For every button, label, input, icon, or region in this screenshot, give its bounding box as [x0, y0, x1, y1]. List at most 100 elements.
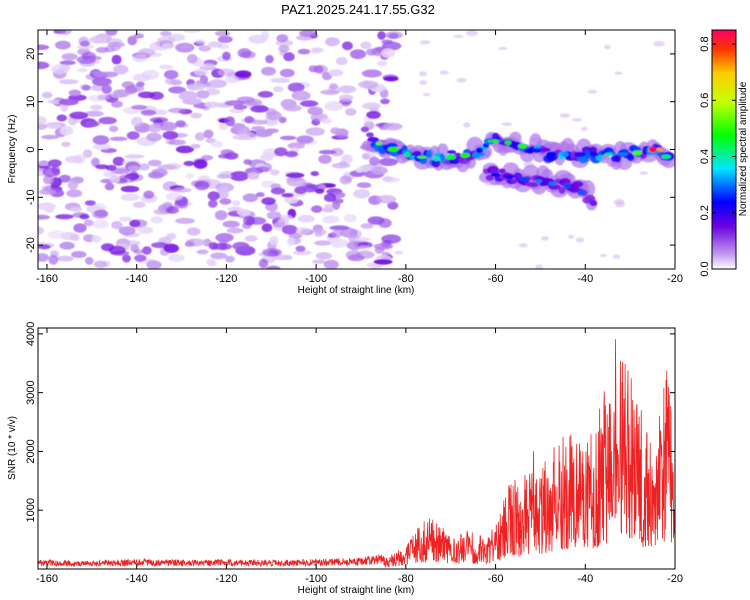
spectrogram-cell — [48, 254, 59, 265]
spectrogram-cell — [41, 134, 59, 140]
spectrogram-cell — [217, 35, 233, 44]
spectrogram-cell — [541, 236, 549, 241]
spectrogram-cell — [308, 65, 318, 73]
spectrogram-cell — [92, 210, 109, 219]
spectrogram-cell — [242, 193, 259, 202]
spectrogram-cell — [257, 91, 274, 98]
spectrogram-cell — [84, 200, 96, 206]
x-tick-label: -40 — [577, 573, 593, 585]
spectrogram-cell — [295, 245, 306, 252]
spectrogram-cell — [229, 171, 249, 182]
spectrogram-x-label: Height of straight line (km) — [298, 285, 415, 296]
spectrogram-cell — [89, 36, 107, 44]
spectrogram-cell — [41, 91, 53, 99]
spectrogram-cell — [546, 151, 557, 158]
spectrogram-cell — [285, 172, 305, 179]
spectrogram-cell — [55, 40, 71, 50]
spectrogram-cell — [133, 249, 144, 255]
spectrogram-cell — [314, 240, 332, 246]
spectrogram-cell — [237, 48, 252, 58]
spectrogram-cell — [286, 177, 307, 187]
spectrogram-cell — [204, 101, 220, 108]
spectrogram-cell — [381, 48, 395, 58]
spectrogram-cell — [456, 77, 467, 83]
spectrogram-cell — [314, 188, 325, 194]
spectrogram-cell — [73, 223, 87, 233]
spectrogram-cell — [612, 254, 621, 259]
spectrogram-cell — [206, 258, 216, 266]
spectrogram-cell — [262, 248, 282, 257]
spectrogram-cell — [380, 98, 390, 105]
spectrogram-cell — [67, 179, 79, 190]
spectrogram-cell — [58, 30, 72, 35]
x-tick-label: -40 — [577, 273, 593, 285]
spectrogram-cell — [165, 192, 183, 201]
spectrogram-cell — [294, 186, 307, 195]
spectrogram-cell — [70, 206, 83, 212]
spectrogram-cell — [505, 175, 515, 179]
spectrogram-cell — [142, 246, 152, 255]
spectrogram-cell — [307, 106, 324, 116]
spectrogram-cell — [504, 140, 512, 146]
spectrogram-cell — [599, 254, 608, 257]
spectrogram-cell — [297, 214, 315, 223]
spectrogram-cell — [42, 167, 61, 178]
spectrogram-cell — [266, 211, 282, 220]
y-tick-label: 4000 — [25, 322, 37, 346]
spectrogram-cell — [129, 219, 141, 228]
spectrogram-cell — [474, 151, 486, 157]
chart-title: PAZ1.2025.241.17.55.G32 — [281, 2, 435, 17]
spectrogram-cell — [234, 70, 252, 78]
x-tick-label: -20 — [667, 273, 683, 285]
spectrogram-cell — [341, 154, 353, 164]
spectrogram-cell — [589, 152, 599, 157]
spectrogram-cell — [310, 171, 319, 177]
spectrogram-cell — [38, 123, 47, 130]
spectrogram-cell — [287, 82, 305, 93]
spectrogram-cell — [59, 125, 74, 136]
spectrogram-cell — [376, 60, 388, 67]
x-tick-label: -120 — [215, 273, 237, 285]
spectrogram-cell — [574, 151, 586, 157]
spectrogram-cell — [273, 221, 286, 229]
spectrogram-cell — [485, 174, 494, 181]
spectrogram-cell — [358, 245, 371, 251]
spectrogram-cell — [381, 234, 402, 244]
snr-frame — [37, 327, 676, 570]
spectrogram-cell — [113, 89, 130, 98]
spectrogram-cell — [373, 243, 394, 250]
spectrogram-cell — [163, 243, 179, 253]
spectrogram-cell — [296, 135, 314, 144]
spectrogram-cell — [224, 100, 245, 106]
spectrogram-cell — [85, 120, 99, 128]
spectrogram-cell — [360, 41, 372, 50]
spectrogram-cell — [175, 217, 195, 224]
spectrogram-cell — [322, 215, 340, 224]
spectrogram-cell — [328, 69, 344, 77]
spectrogram-cell — [58, 174, 71, 183]
spectrogram-cell — [295, 227, 311, 235]
spectrogram-cell — [355, 167, 364, 173]
spectrogram-cell — [129, 170, 139, 181]
spectrogram-cell — [568, 234, 575, 239]
spectrogram-cell — [119, 216, 132, 222]
spectrogram-cell — [394, 250, 404, 255]
spectrogram-cell — [251, 119, 268, 125]
spectrogram-cell — [101, 84, 112, 95]
spectrogram-cell — [330, 230, 343, 238]
spectrogram-cell — [148, 123, 162, 133]
spectrogram-cell — [369, 156, 380, 166]
x-tick-label: -160 — [36, 273, 58, 285]
spectrogram-cell — [315, 252, 333, 260]
spectrogram-cell — [146, 132, 162, 142]
spectrogram-cell — [110, 168, 130, 175]
spectrogram-cell — [431, 158, 441, 168]
spectrogram-peak — [648, 146, 657, 153]
spectrogram-cell — [343, 214, 357, 223]
spectrogram-cell — [256, 166, 269, 173]
spectrogram-cell — [198, 45, 211, 52]
spectrogram-cell — [212, 243, 233, 251]
spectrogram-cell — [284, 150, 298, 158]
spectrogram-cell — [38, 253, 49, 262]
